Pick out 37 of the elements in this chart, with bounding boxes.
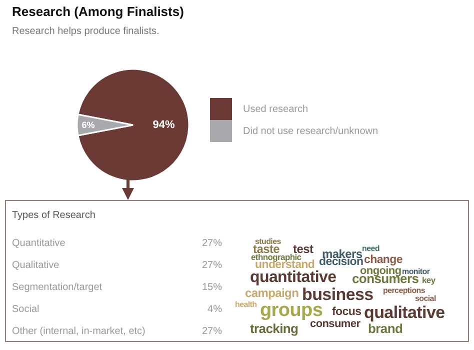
text: 15% — [202, 282, 222, 292]
text: key — [422, 275, 436, 285]
category-label: Other (internal, in-market, etc) — [12, 326, 146, 336]
data-label: 6% — [82, 120, 95, 130]
data-label: 94% — [152, 119, 176, 131]
text: social — [415, 294, 436, 303]
text: ethnographic — [251, 252, 302, 262]
text: monitor — [402, 267, 430, 276]
text: Types of Research — [12, 210, 96, 223]
text: tracking — [250, 321, 298, 336]
text: quantitative — [250, 269, 336, 286]
text: change — [364, 254, 402, 266]
text: brand — [368, 321, 403, 336]
text: health — [235, 300, 257, 309]
category-label: Social — [12, 304, 40, 314]
text: consumer — [310, 318, 360, 330]
category-label: Segmentation/target — [12, 282, 102, 292]
text: focus — [332, 306, 362, 318]
chart-title: Research (Among Finalists) — [12, 4, 184, 19]
text: ongoing — [360, 265, 402, 277]
text: decision — [319, 256, 364, 268]
text: need — [362, 244, 380, 253]
legend-label: Used research — [243, 104, 308, 114]
chart-subtitle: Research helps produce finalists. — [12, 26, 160, 37]
text: 4% — [208, 304, 222, 314]
text: studies — [255, 237, 281, 246]
category-label: Quantitative — [12, 238, 66, 248]
text: 27% — [202, 238, 222, 248]
text: understand — [255, 259, 315, 271]
text: 27% — [202, 326, 222, 336]
category-label: Qualitative — [12, 260, 60, 270]
text: 27% — [202, 260, 222, 270]
text: campaign — [245, 286, 299, 300]
pie-slice — [77, 68, 190, 182]
legend-label: Did not use research/unknown — [243, 126, 378, 136]
text: perceptions — [383, 286, 426, 295]
text: qualitative — [364, 303, 445, 322]
